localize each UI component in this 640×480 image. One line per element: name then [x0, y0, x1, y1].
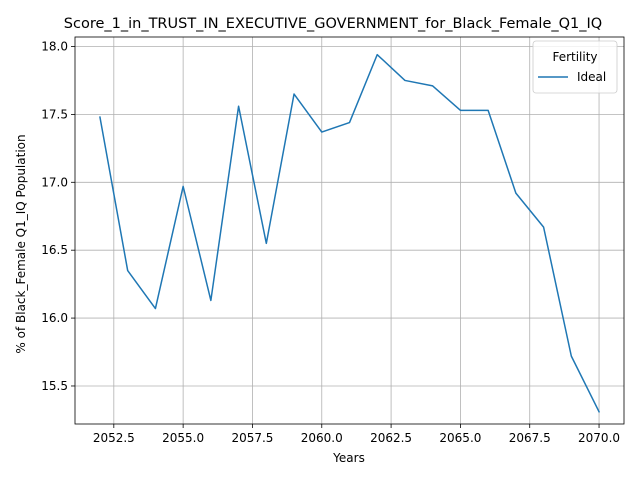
y-axis: 15.5 16.0 16.5 17.0 17.5 18.0	[41, 40, 75, 393]
legend-box	[532, 40, 618, 94]
x-tick-label: 2057.5	[231, 431, 273, 445]
x-tick-label: 2060.0	[301, 431, 343, 445]
legend: Fertility Ideal	[532, 40, 618, 94]
x-tick-label: 2062.5	[370, 431, 412, 445]
y-tick-label: 16.5	[41, 243, 68, 257]
y-axis-title: % of Black_Female Q1_IQ Population	[14, 134, 28, 353]
legend-entry-ideal: Ideal	[577, 70, 606, 84]
legend-title: Fertility	[552, 50, 597, 64]
series-layer	[99, 53, 601, 413]
x-tick-label: 2065.0	[439, 431, 481, 445]
y-tick-label: 17.5	[41, 107, 68, 121]
grid	[75, 37, 624, 424]
x-tick-label: 2052.5	[93, 431, 135, 445]
x-axis: 2052.5 2055.0 2057.5 2060.0 2062.5 2065.0 2067…	[93, 424, 620, 445]
y-tick-label: 17.0	[41, 175, 68, 189]
x-tick-label: 2067.5	[509, 431, 551, 445]
x-axis-title: Years	[332, 451, 365, 465]
y-tick-label: 18.0	[41, 40, 68, 54]
y-tick-label: 16.0	[41, 311, 68, 325]
x-tick-label: 2055.0	[162, 431, 204, 445]
chart-title: Score_1_in_TRUST_IN_EXECUTIVE_GOVERNMENT…	[64, 16, 602, 32]
x-tick-label: 2070.0	[578, 431, 620, 445]
series-line-ideal	[99, 53, 601, 413]
y-tick-label: 15.5	[41, 379, 68, 393]
plot-frame	[74, 36, 625, 425]
